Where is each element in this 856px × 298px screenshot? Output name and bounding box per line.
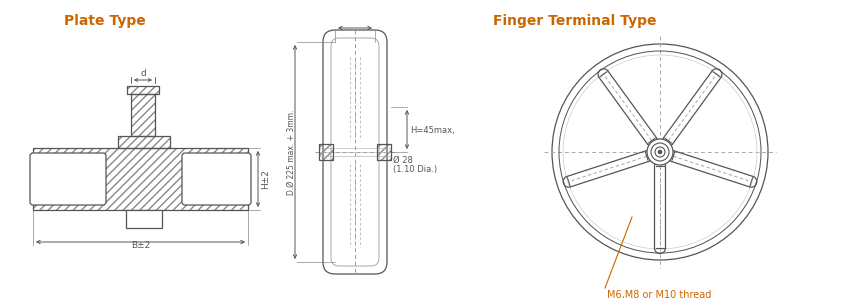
Bar: [126, 210, 162, 228]
Bar: [33, 148, 248, 210]
Text: Ø 28: Ø 28: [393, 156, 413, 165]
Text: (1.10 Dia.): (1.10 Dia.): [393, 165, 437, 174]
Text: D.Ø 225 max. + 3mm.: D.Ø 225 max. + 3mm.: [287, 109, 295, 195]
Bar: [319, 144, 333, 160]
Bar: [131, 94, 155, 136]
Circle shape: [552, 44, 768, 260]
Bar: [377, 144, 391, 160]
Bar: [131, 94, 155, 136]
FancyBboxPatch shape: [30, 153, 106, 205]
FancyBboxPatch shape: [323, 30, 387, 274]
Text: B±2: B±2: [131, 241, 150, 250]
Bar: [377, 144, 391, 160]
Bar: [127, 86, 159, 94]
Circle shape: [658, 150, 662, 154]
Text: M6,M8 or M10 thread: M6,M8 or M10 thread: [607, 290, 711, 298]
Bar: [33, 148, 248, 210]
Text: Finger Terminal Type: Finger Terminal Type: [493, 14, 657, 28]
Circle shape: [647, 139, 673, 165]
Bar: [127, 86, 159, 94]
Bar: [118, 136, 170, 148]
Text: d: d: [140, 69, 146, 78]
Text: H±2: H±2: [261, 169, 270, 189]
FancyBboxPatch shape: [182, 153, 251, 205]
Bar: [319, 144, 333, 160]
Text: H=45max,: H=45max,: [410, 125, 455, 134]
Bar: [118, 136, 170, 148]
Text: Plate Type: Plate Type: [64, 14, 146, 28]
